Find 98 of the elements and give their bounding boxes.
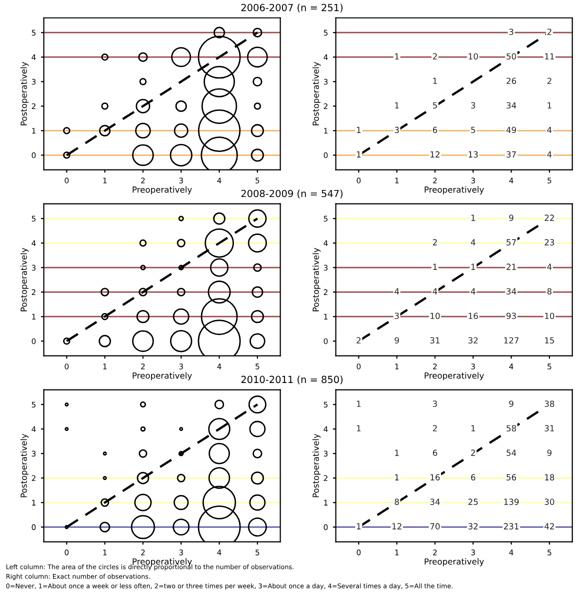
data-label: 8 [547,288,552,294]
data-label: 1 [395,474,399,480]
data-label: 50 [506,53,516,60]
data-label: 2 [432,53,437,60]
data-label: 4 [470,239,476,246]
data-label: 1 [356,126,361,133]
data-label: 38 [544,400,554,407]
data-label: 9 [394,337,399,344]
data-label: 56 [506,474,516,480]
data-label: 127 [504,337,519,344]
data-label: 25 [468,498,478,505]
data-label: 4 [547,151,552,158]
data-label: 32 [468,523,478,530]
data-label: 6 [471,474,476,480]
data-label: 11 [545,53,554,60]
data-label: 10 [430,312,440,320]
data-label: 1 [471,425,476,432]
data-label: 21 [506,264,516,270]
data-label: 32 [468,337,478,344]
data-label: 23 [544,239,554,246]
data-label: 10 [468,53,478,60]
data-label: 4 [470,288,476,294]
data-label: 1 [395,53,399,60]
y-axis-title: Postoperatively [20,62,29,126]
y-axis-title: Postoperatively [20,434,29,498]
data-label: 58 [506,425,516,432]
y-axis-title: Postoperatively [312,434,321,498]
data-label: 4 [432,288,438,294]
data-label: 2 [547,78,552,84]
data-label: 4 [547,264,552,270]
data-label: 31 [544,425,554,432]
data-label: 30 [544,498,554,505]
y-axis-title: Postoperatively [312,248,321,312]
data-label: 16 [468,312,478,320]
data-label: 34 [430,498,440,505]
data-label: 231 [504,523,518,530]
data-label: 93 [506,312,516,320]
data-label: 1 [433,78,437,84]
data-label: 1 [395,102,399,108]
data-label: 26 [506,78,516,84]
data-label: 2 [432,425,437,432]
data-label: 2 [471,450,475,456]
data-label: 9 [509,214,514,221]
data-label: 22 [544,214,554,221]
data-label: 9 [509,400,514,407]
data-label: 3 [432,400,437,407]
chart-title: 2006-2007 (n = 251) [241,4,343,12]
chart-title: 2008-2009 (n = 547) [241,190,343,198]
data-label: 5 [471,126,476,134]
data-label: 12 [392,523,402,530]
data-label: 3 [394,312,399,320]
x-axis-title: Preoperatively [424,558,484,566]
data-label: 9 [547,450,552,456]
data-label: 54 [506,450,516,456]
data-label: 1 [356,151,361,158]
data-label: 3 [471,102,476,109]
data-label: 57 [506,239,516,246]
data-label: 2 [432,239,437,246]
chart-title: 2010-2011 (n = 850) [241,376,343,384]
data-label: 12 [430,151,440,158]
data-label: 42 [544,523,554,530]
data-label: 4 [547,126,552,133]
data-label: 6 [432,126,438,134]
x-axis-title: Preoperatively [424,186,484,194]
data-label: 18 [545,474,554,480]
x-axis-title: Preoperatively [132,558,192,566]
data-label: 2 [547,28,552,35]
data-label: 1 [356,400,361,407]
data-label: 1 [356,523,361,530]
x-axis-title: Preoperatively [132,186,192,194]
data-label: 2 [356,337,361,344]
y-axis-title: Postoperatively [20,248,29,312]
data-label: 1 [548,102,552,108]
data-label: 10 [545,312,554,320]
data-label: 1 [471,214,476,221]
data-label: 1 [356,425,361,432]
data-label: 3 [509,28,514,36]
data-label: 15 [545,337,554,344]
data-label: 34 [506,288,516,294]
data-label: 139 [504,498,519,505]
x-axis-title: Preoperatively [424,372,484,380]
data-label: 31 [430,337,440,344]
data-label: 3 [394,126,399,134]
data-label: 34 [506,102,516,109]
data-label: 70 [430,523,440,530]
data-label: 1 [433,264,437,270]
data-label: 1 [471,264,476,270]
data-label: 1 [395,450,399,456]
data-label: 13 [468,151,478,158]
data-label: 37 [506,151,516,158]
data-label: 16 [430,474,440,480]
data-label: 8 [394,498,399,505]
data-label: 4 [394,288,400,294]
x-axis-title: Preoperatively [132,372,192,380]
data-label: 49 [506,126,516,134]
data-label: 5 [432,102,437,109]
data-label: 6 [432,450,438,456]
y-axis-title: Postoperatively [312,62,321,126]
